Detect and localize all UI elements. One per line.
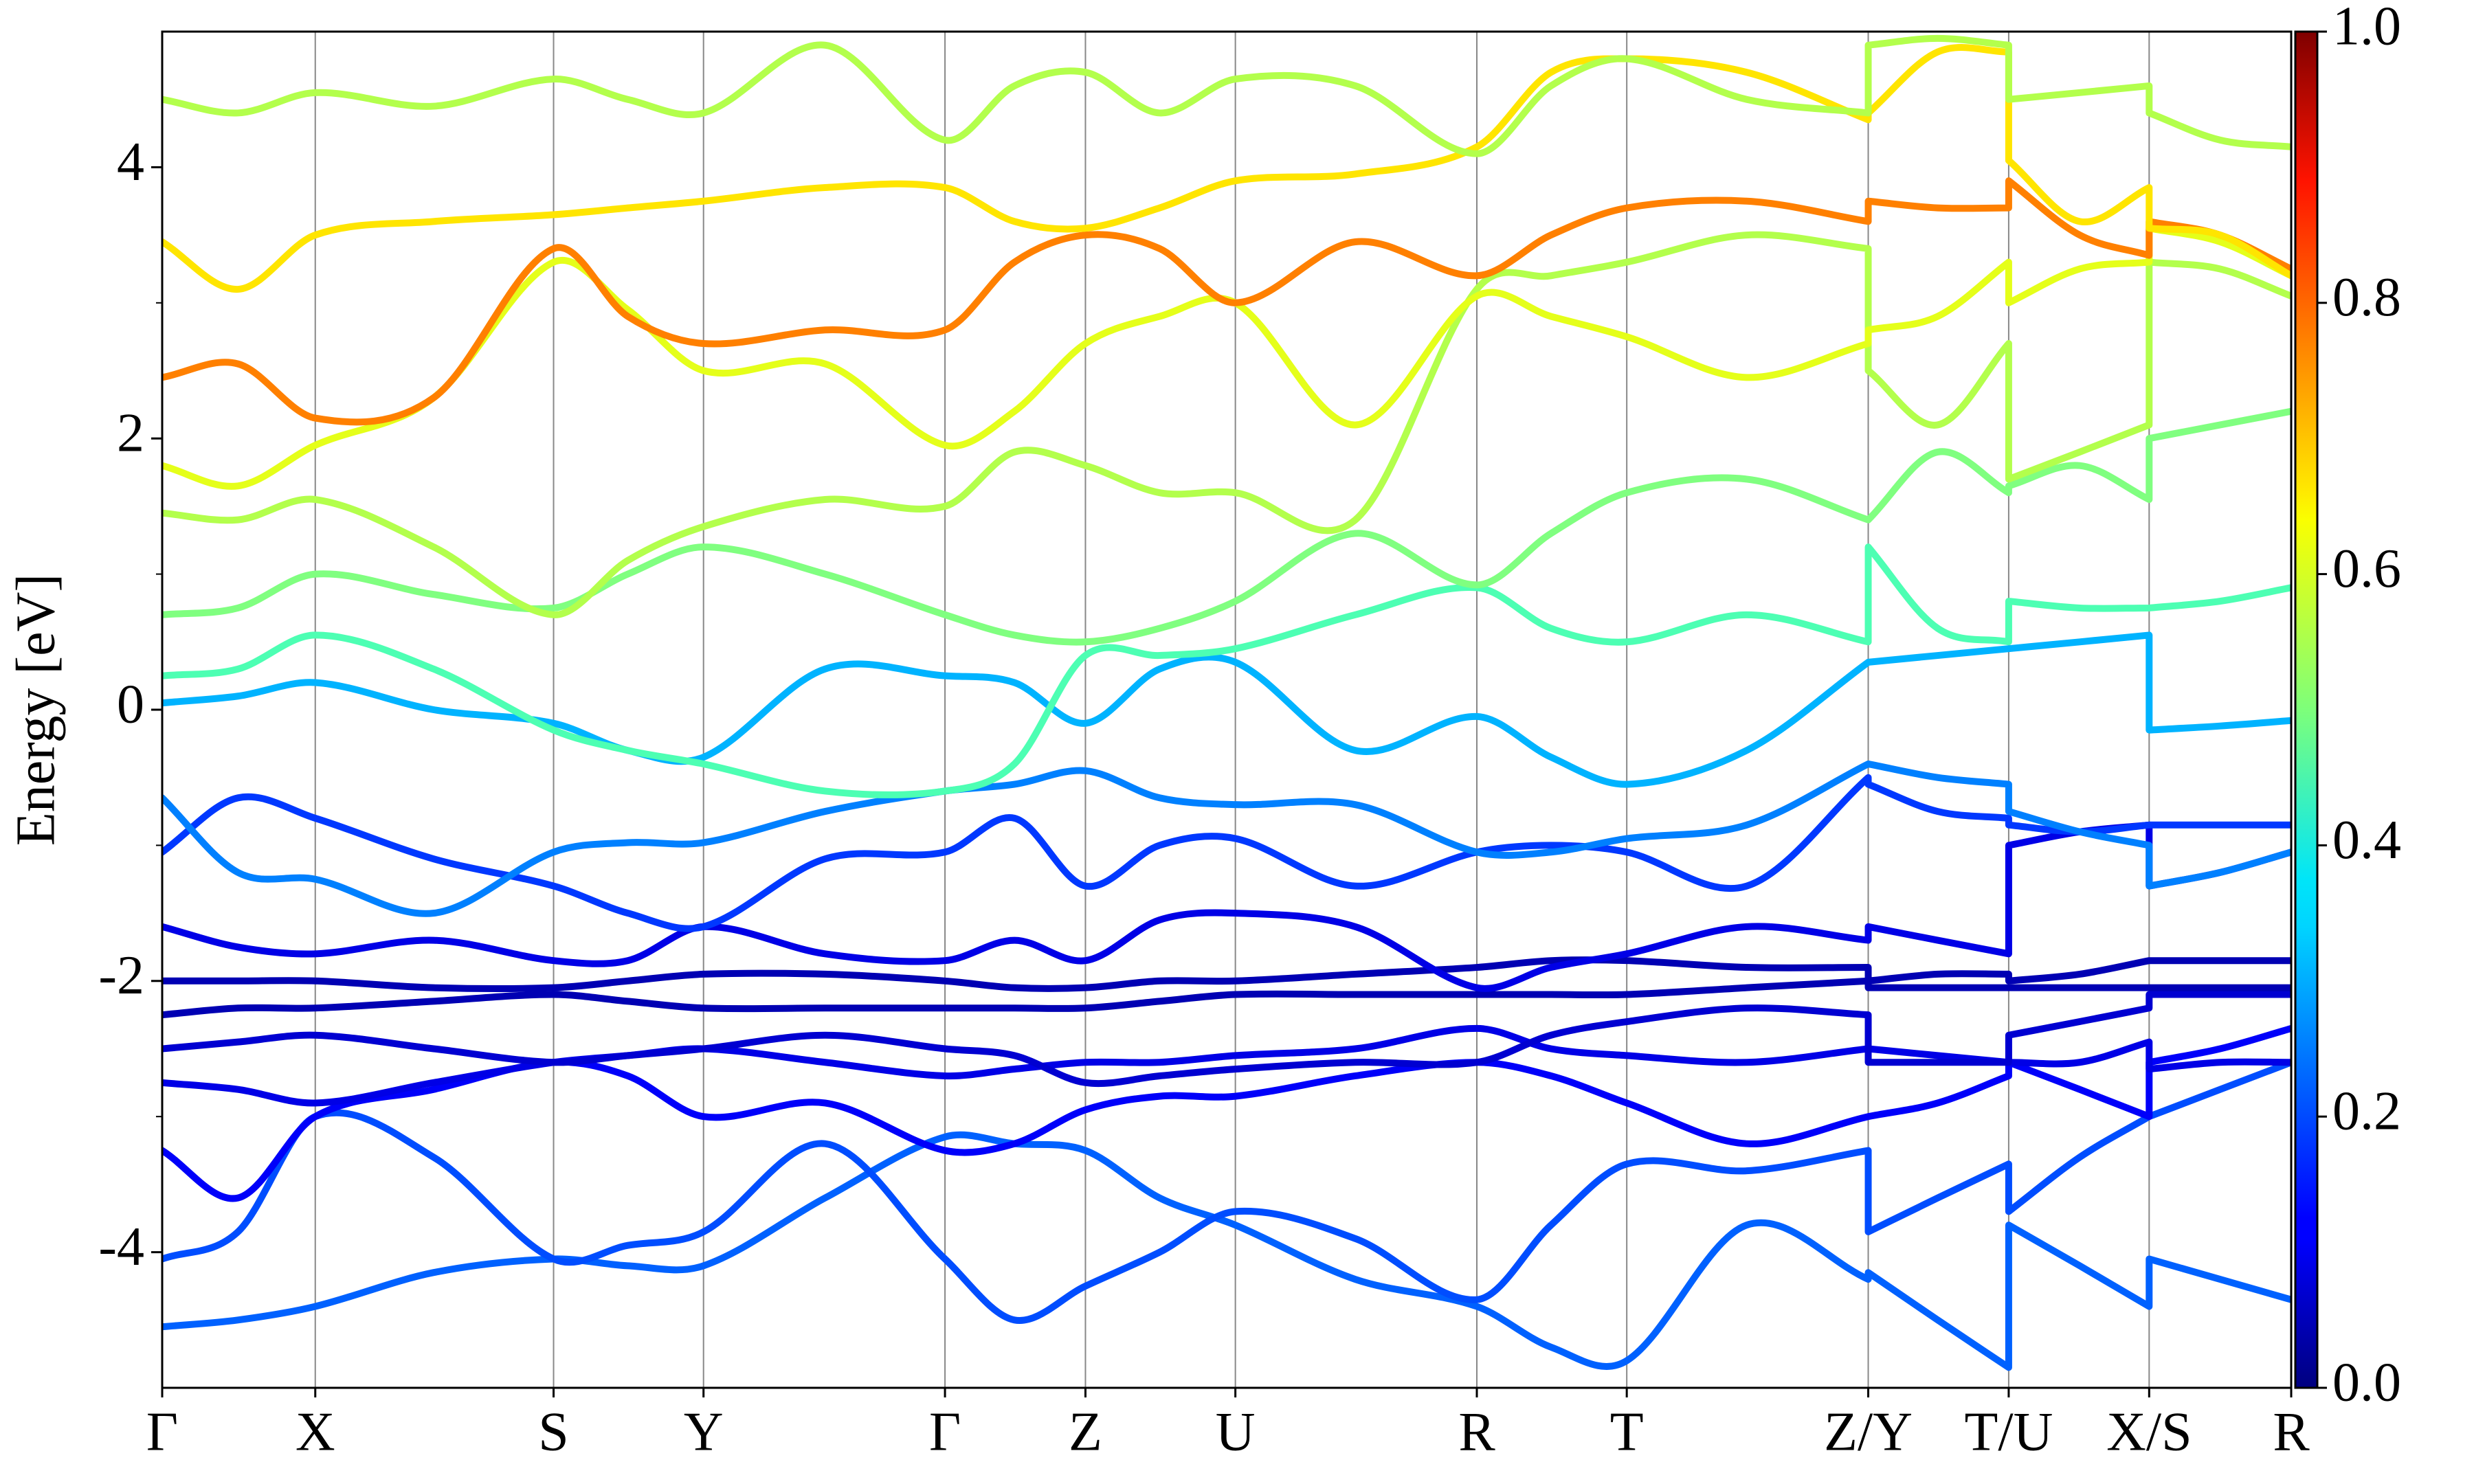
band: [162, 225, 2291, 490]
band: [162, 956, 2291, 993]
band: [162, 977, 2291, 1019]
band: [162, 631, 2291, 788]
band: [162, 231, 2291, 618]
band: [162, 1131, 2291, 1371]
x-tick-label: Z/Y: [1824, 1402, 1913, 1462]
bands: [162, 34, 2291, 1371]
x-tick-label: T: [1610, 1402, 1644, 1462]
y-tick-label: -4: [98, 1217, 144, 1277]
x-tick-label: Z: [1069, 1402, 1102, 1462]
colorbar-tick-label: 0.8: [2332, 267, 2401, 328]
x-tick-label: S: [538, 1402, 569, 1462]
y-tick-label: 2: [117, 403, 144, 464]
band: [162, 821, 2291, 992]
x-tick-label: U: [1216, 1402, 1256, 1462]
y-axis-label: Energy [eV]: [5, 574, 66, 846]
y-tick-label: 4: [117, 132, 144, 192]
x-tick-label: R: [2273, 1402, 2310, 1462]
band: [162, 407, 2291, 646]
band: [162, 1059, 2291, 1325]
x-tick-label: X: [296, 1402, 335, 1462]
x-tick-label: T/U: [1964, 1402, 2053, 1462]
colorbar-tick-label: 0.2: [2332, 1081, 2401, 1142]
colorbar-tick-label: 0.0: [2332, 1352, 2401, 1413]
y-tick-label: 0: [117, 674, 144, 734]
x-tick-label: Y: [684, 1402, 724, 1462]
x-tick-label: Γ: [929, 1402, 961, 1462]
band: [162, 43, 2291, 293]
x-tick-label: Γ: [146, 1402, 178, 1462]
colorbar: [2294, 30, 2319, 1389]
colorbar-tick-label: 0.4: [2332, 810, 2401, 870]
band: [162, 177, 2291, 426]
colorbar-tick-label: 1.0: [2332, 0, 2401, 56]
x-tick-label: X/S: [2106, 1402, 2192, 1462]
band: [162, 991, 2291, 1088]
x-tick-label: R: [1458, 1402, 1495, 1462]
colorbar-tick-label: 0.6: [2332, 539, 2401, 599]
band: [162, 760, 2291, 917]
band: [162, 34, 2291, 157]
band: [162, 543, 2291, 799]
band: [162, 774, 2291, 932]
y-tick-label: -2: [98, 945, 144, 1006]
